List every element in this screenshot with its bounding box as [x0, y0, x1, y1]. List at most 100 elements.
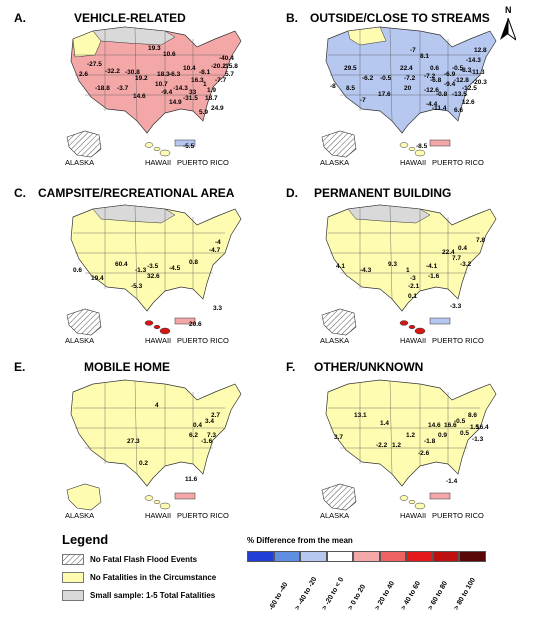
state-value-label: 3.3 — [213, 305, 223, 312]
puerto-rico-shape — [174, 139, 196, 147]
region-label: PUERTO RICO — [432, 511, 484, 520]
region-label: HAWAII — [400, 336, 427, 345]
legend-item-small-sample: Small sample: 1-5 Total Fatalities — [62, 588, 215, 602]
state-value-label: -3.7 — [117, 85, 129, 92]
state-value-label: -3 — [410, 275, 416, 282]
color-scale — [247, 551, 486, 562]
state-value-label: 24.9 — [211, 105, 224, 112]
region-label: HAWAII — [400, 158, 427, 167]
legend-title: Legend — [62, 532, 109, 547]
hatch-swatch-icon — [62, 553, 84, 565]
state-value-label: -3.2 — [460, 261, 472, 268]
state-value-label: 29.5 — [344, 65, 357, 72]
legend-item-no-fatalities: No Fatalities in the Circumstance — [62, 570, 216, 584]
state-value-label: 7.3 — [207, 432, 217, 439]
scale-swatch — [353, 551, 380, 562]
map-panel-a — [66, 26, 242, 158]
map-panel-c — [66, 204, 242, 336]
hawaii-island — [414, 149, 426, 157]
state-value-label: -6.9 — [444, 71, 456, 78]
state-value-label: -4.3 — [360, 267, 372, 274]
hawaii-island — [159, 502, 171, 510]
state-value-label: -40.4 — [219, 55, 234, 62]
legend-label: Small sample: 1-5 Total Fatalities — [90, 590, 216, 600]
state-borders — [73, 205, 225, 300]
state-value-label: -2.6 — [418, 450, 430, 457]
state-value-label: -0.5 — [380, 75, 392, 82]
state-value-label: 2.6 — [79, 71, 89, 78]
state-value-label: -0.8 — [436, 91, 448, 98]
map-panel-d — [321, 204, 497, 336]
map-panel-b — [321, 26, 497, 158]
north-label: N — [505, 5, 512, 15]
panel-c-letter: C. — [14, 186, 26, 200]
hawaii-island — [408, 146, 416, 152]
state-value-label: 20.6 — [189, 321, 202, 328]
scale-swatch — [406, 551, 433, 562]
state-borders — [328, 380, 480, 475]
region-label: ALASKA — [320, 336, 350, 345]
state-value-label: 1.2 — [406, 432, 416, 439]
region-label: PUERTO RICO — [432, 336, 484, 345]
puerto-rico-shape — [174, 317, 196, 325]
state-value-label: 4 — [155, 402, 159, 409]
region-label: ALASKA — [65, 511, 95, 520]
state-borders — [73, 380, 225, 475]
hawaii-island — [408, 499, 416, 505]
state-value-label: 0.2 — [139, 460, 149, 467]
region-label: HAWAII — [145, 336, 172, 345]
conus-shape — [325, 379, 497, 487]
puerto-rico-shape — [174, 492, 196, 500]
state-value-label: -12.5 — [462, 85, 477, 92]
scale-tick-label: > 20 to 40 — [373, 580, 396, 612]
hawaii-island — [144, 320, 154, 326]
state-value-label: 11.6 — [185, 476, 198, 483]
conus-shape — [325, 204, 497, 312]
state-value-label: -2.2 — [376, 442, 388, 449]
state-value-label: 32.6 — [147, 273, 160, 280]
state-value-label: 0.9 — [438, 432, 448, 439]
state-value-label: -14.3 — [173, 85, 188, 92]
no-fatality-region — [347, 26, 387, 46]
state-value-label: 18.3 — [157, 71, 170, 78]
puerto-rico-shape — [429, 317, 451, 325]
state-value-label: 7.8 — [476, 237, 486, 244]
state-value-label: -27.5 — [87, 61, 102, 68]
alaska-shape — [66, 483, 102, 511]
state-value-label: 27.3 — [127, 438, 140, 445]
state-value-label: 1.2 — [392, 442, 402, 449]
hawaii-island — [399, 142, 409, 148]
hawaii-island — [399, 320, 409, 326]
state-value-label: 22.4 — [442, 249, 455, 256]
alaska-shape — [66, 308, 102, 336]
panel-e-title: MOBILE HOME — [84, 360, 170, 374]
state-value-label: 1 — [203, 81, 207, 88]
state-value-label: 13.1 — [354, 412, 367, 419]
region-label: HAWAII — [400, 511, 427, 520]
state-value-label: 10.7 — [155, 81, 168, 88]
state-value-label: 9.3 — [388, 261, 398, 268]
state-value-label: 10.4 — [183, 65, 196, 72]
state-value-label: -11.4 — [432, 105, 447, 112]
state-value-label: 18.7 — [205, 95, 218, 102]
panel-f-letter: F. — [286, 360, 296, 374]
hawaii-island — [144, 495, 154, 501]
state-value-label: 1 — [406, 267, 410, 274]
scale-swatch — [459, 551, 486, 562]
state-value-label: -9.4 — [444, 81, 456, 88]
scale-swatch — [326, 551, 353, 562]
state-value-label: -32.2 — [105, 68, 120, 75]
scale-tick-label: > 80 to 100 — [453, 576, 478, 612]
state-value-label: 0.6 — [73, 267, 83, 274]
state-value-label: 8.1 — [420, 53, 430, 60]
state-value-label: -18.8 — [95, 85, 110, 92]
conus-shape — [325, 26, 497, 134]
state-value-label: 0.5 — [460, 430, 470, 437]
gray-swatch — [62, 589, 84, 601]
hawaii-island — [159, 149, 171, 157]
state-value-label: -7 — [360, 97, 366, 104]
region-label: PUERTO RICO — [177, 336, 229, 345]
hawaii-island — [408, 324, 416, 330]
alaska-shape — [321, 483, 357, 511]
map-panel-e — [66, 379, 242, 511]
